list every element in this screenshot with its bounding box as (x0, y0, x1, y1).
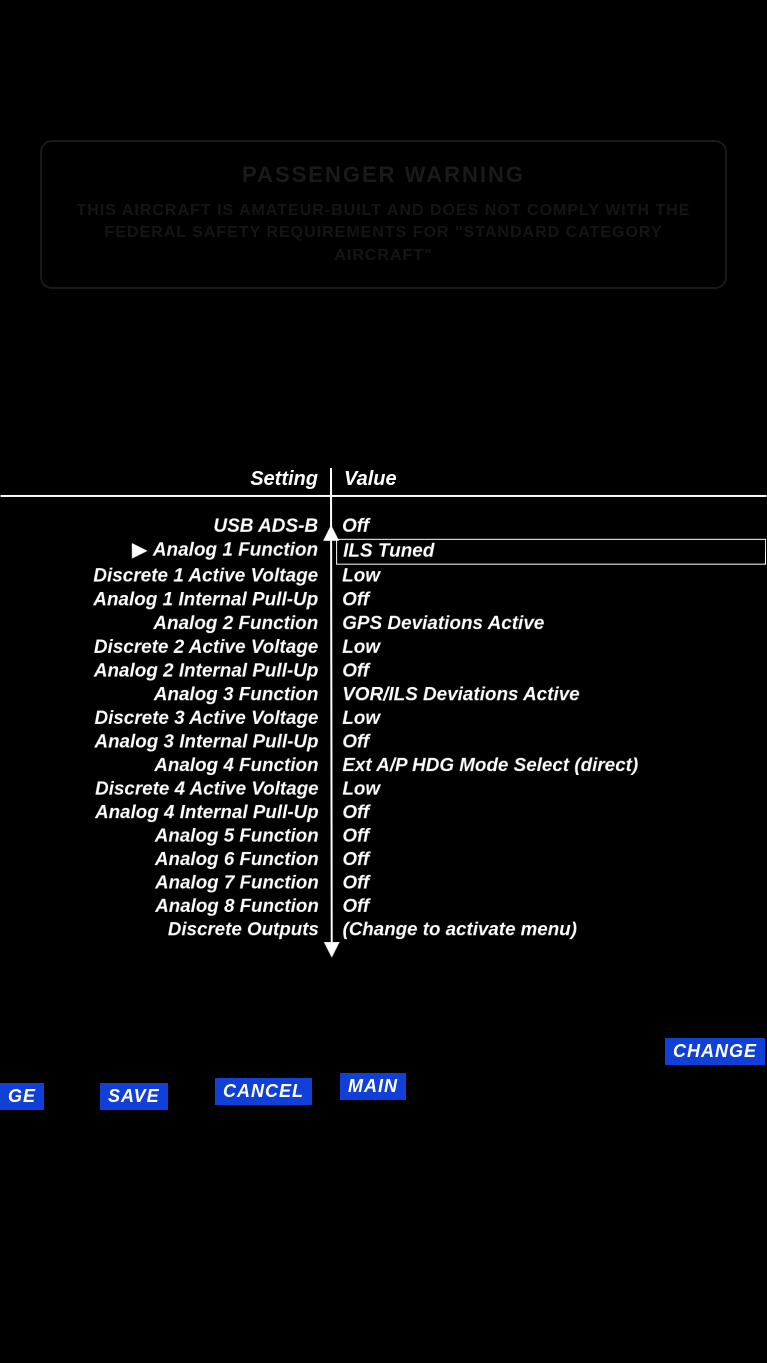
setting-label: Discrete 1 Active Voltage (1, 565, 330, 589)
setting-label-text: Analog 2 Internal Pull-Up (94, 661, 319, 682)
setting-row[interactable]: Analog 2 Function GPS Deviations Active (2, 612, 766, 636)
header-value: Value (332, 468, 767, 491)
setting-label-text: Analog 1 Internal Pull-Up (93, 589, 318, 610)
setting-row[interactable]: Analog 6 Function Off (4, 849, 763, 872)
setting-value[interactable]: Off (331, 849, 763, 872)
setting-label: Analog 3 Function (2, 684, 330, 708)
setting-value[interactable]: Off (330, 660, 765, 684)
setting-value[interactable]: Low (330, 565, 766, 589)
setting-row[interactable]: ▶ Analog 1 Function ILS Tuned (1, 539, 766, 565)
setting-label: Discrete 4 Active Voltage (3, 778, 330, 802)
warning-title: PASSENGER WARNING (72, 162, 695, 188)
setting-label: Analog 7 Function (5, 872, 331, 895)
setting-label: Analog 3 Internal Pull-Up (3, 731, 331, 755)
setting-value[interactable]: Low (330, 778, 763, 802)
setting-value[interactable]: Low (330, 707, 764, 731)
setting-row[interactable]: Analog 1 Internal Pull-Up Off (1, 589, 765, 613)
setting-label: Analog 2 Internal Pull-Up (2, 660, 330, 684)
setting-value[interactable]: VOR/ILS Deviations Active (330, 684, 764, 708)
settings-table: Setting Value USB ADS-B Off ▶ Analog 1 Func… (0, 468, 767, 942)
setting-row[interactable]: Analog 4 Internal Pull-Up Off (4, 802, 764, 826)
setting-value[interactable]: Off (330, 589, 765, 613)
passenger-warning-box: PASSENGER WARNING THIS AIRCRAFT IS AMATE… (40, 140, 727, 289)
setting-label: USB ADS-B (1, 515, 331, 539)
setting-value[interactable]: Off (331, 872, 763, 895)
setting-label: Discrete 2 Active Voltage (2, 636, 330, 660)
setting-label-text: Analog 4 Function (154, 755, 318, 776)
setting-value[interactable]: Off (330, 731, 764, 755)
scroll-down-icon[interactable] (324, 942, 340, 958)
setting-label: Analog 4 Function (3, 754, 330, 778)
cursor-icon: ▶ (132, 539, 147, 563)
setting-label-text: Analog 7 Function (155, 873, 319, 893)
setting-label: Discrete Outputs (5, 919, 331, 942)
change-button[interactable]: CHANGE (665, 1038, 765, 1065)
setting-label-text: Discrete Outputs (168, 920, 319, 940)
header-setting: Setting (0, 468, 330, 491)
rows-container: USB ADS-BOff▶Analog 1 FunctionILS TunedD… (0, 497, 766, 942)
setting-row[interactable]: Analog 3 Function VOR/ILS Deviations Acti… (2, 684, 764, 708)
setting-label-text: Analog 2 Function (153, 613, 318, 634)
setting-label-text: Discrete 3 Active Voltage (94, 708, 318, 729)
setting-row[interactable]: Discrete 2 Active Voltage Low (2, 636, 765, 660)
setting-value[interactable]: Off (331, 895, 763, 918)
setting-label-text: Discrete 1 Active Voltage (93, 566, 318, 587)
setting-value[interactable]: Off (330, 515, 766, 539)
setting-label: Analog 8 Function (5, 895, 331, 918)
setting-row[interactable]: Discrete 4 Active Voltage Low (3, 778, 763, 802)
avionics-screen: PASSENGER WARNING THIS AIRCRAFT IS AMATE… (0, 0, 767, 1363)
setting-value[interactable]: Off (331, 802, 764, 826)
rows-list: USB ADS-BOff▶Analog 1 FunctionILS TunedD… (1, 515, 767, 942)
scroll-up-icon[interactable] (323, 525, 339, 541)
setting-value[interactable]: Off (331, 825, 763, 848)
setting-row[interactable]: Discrete 1 Active Voltage Low (1, 565, 766, 589)
setting-label-text: Analog 4 Internal Pull-Up (95, 803, 319, 824)
setting-label-text: Analog 6 Function (155, 849, 319, 870)
setting-row[interactable]: Analog 2 Internal Pull-Up Off (2, 660, 765, 684)
setting-row[interactable]: Analog 4 Function Ext A/P HDG Mode Select… (3, 754, 764, 778)
setting-row[interactable]: Analog 8 Function Off (5, 895, 762, 918)
setting-label-text: USB ADS-B (213, 516, 318, 537)
cancel-button[interactable]: CANCEL (215, 1078, 312, 1105)
setting-label-text: Discrete 2 Active Voltage (94, 637, 319, 658)
setting-row[interactable]: Analog 5 Function Off (4, 825, 763, 848)
main-button[interactable]: MAIN (340, 1073, 406, 1100)
setting-label-text: Analog 1 Function (153, 540, 318, 561)
setting-row[interactable]: Analog 3 Internal Pull-Up Off (3, 731, 764, 755)
setting-value[interactable]: Low (330, 636, 765, 660)
save-button[interactable]: SAVE (100, 1083, 168, 1110)
setting-label: Analog 5 Function (4, 825, 331, 848)
table-header: Setting Value (0, 468, 767, 497)
setting-label: Analog 6 Function (4, 849, 330, 872)
setting-label: Discrete 3 Active Voltage (3, 707, 331, 731)
setting-row[interactable]: Discrete Outputs (Change to activate menu… (5, 919, 762, 942)
ge-button-partial[interactable]: GE (0, 1083, 44, 1110)
setting-row[interactable]: Analog 7 Function Off (5, 872, 763, 895)
setting-label: Analog 4 Internal Pull-Up (4, 802, 331, 826)
setting-label-text: Analog 5 Function (155, 826, 319, 847)
setting-label: ▶ Analog 1 Function (1, 539, 330, 565)
setting-label-text: Discrete 4 Active Voltage (95, 779, 319, 800)
setting-label: Analog 1 Internal Pull-Up (1, 589, 330, 613)
setting-label: Analog 2 Function (2, 612, 331, 636)
setting-value[interactable]: GPS Deviations Active (330, 612, 765, 636)
setting-row[interactable]: Discrete 3 Active Voltage Low (3, 707, 765, 731)
setting-row[interactable]: USB ADS-B Off (1, 515, 767, 539)
setting-label-text: Analog 8 Function (155, 896, 319, 916)
setting-value[interactable]: Ext A/P HDG Mode Select (direct) (330, 754, 763, 778)
setting-value[interactable]: (Change to activate menu) (331, 919, 762, 942)
setting-value[interactable]: ILS Tuned (336, 539, 766, 565)
setting-label-text: Analog 3 Function (154, 684, 319, 705)
setting-label-text: Analog 3 Internal Pull-Up (94, 732, 318, 753)
warning-text: THIS AIRCRAFT IS AMATEUR-BUILT AND DOES … (72, 200, 695, 267)
